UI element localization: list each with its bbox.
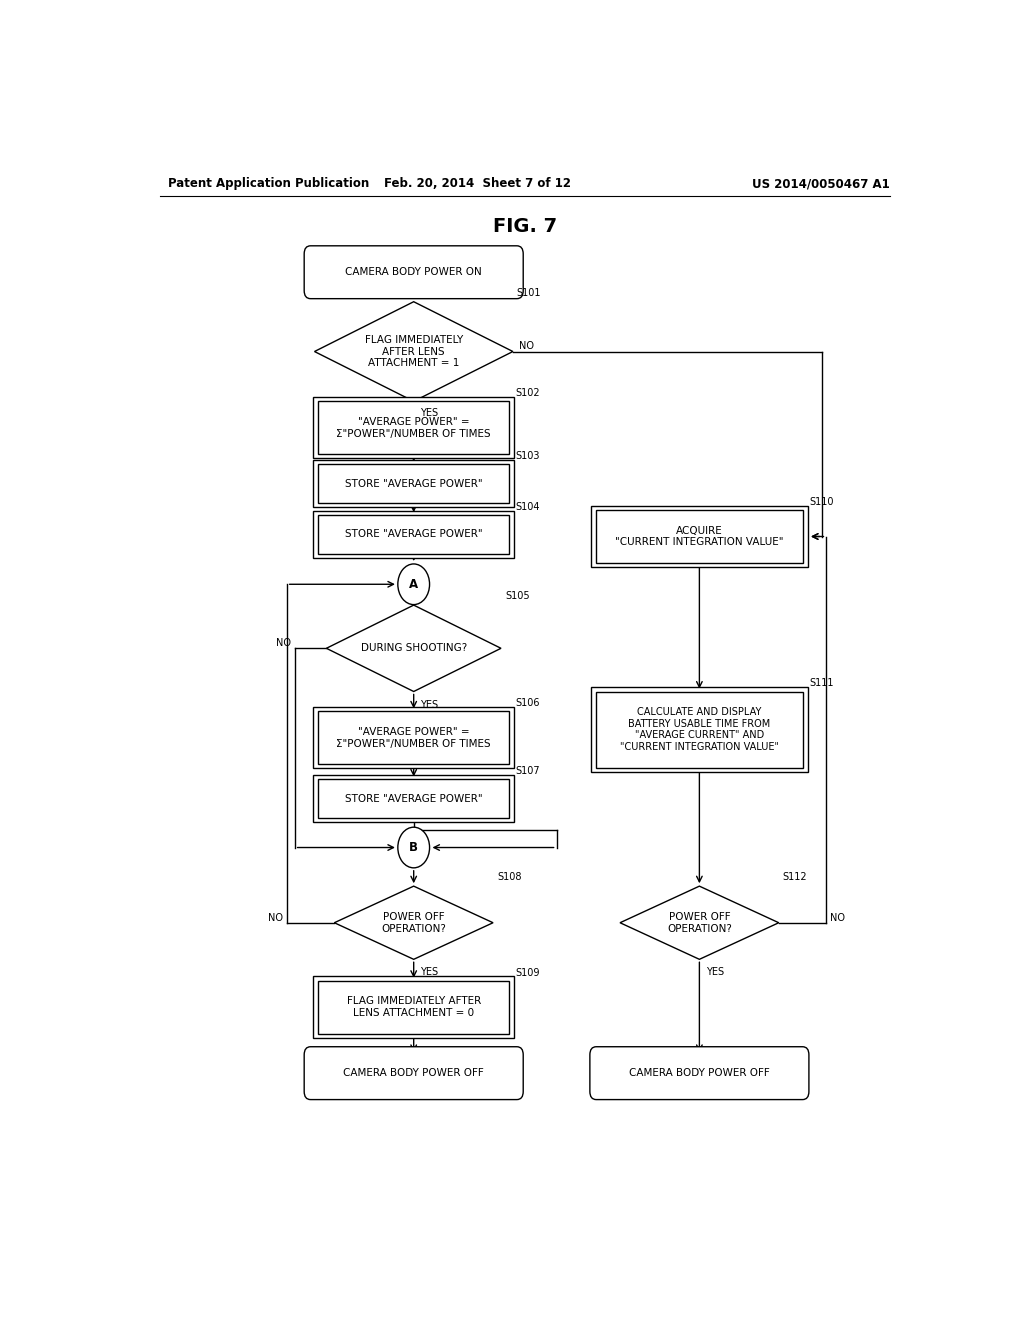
FancyBboxPatch shape [304, 1047, 523, 1100]
Text: POWER OFF
OPERATION?: POWER OFF OPERATION? [667, 912, 732, 933]
Polygon shape [314, 302, 513, 401]
Text: CAMERA BODY POWER OFF: CAMERA BODY POWER OFF [343, 1068, 484, 1078]
Text: Feb. 20, 2014  Sheet 7 of 12: Feb. 20, 2014 Sheet 7 of 12 [384, 177, 570, 190]
Text: Patent Application Publication: Patent Application Publication [168, 177, 369, 190]
Bar [313, 775, 514, 822]
Bar [318, 515, 509, 554]
Text: YES: YES [420, 968, 438, 977]
Text: NO: NO [829, 912, 845, 923]
FancyBboxPatch shape [590, 1047, 809, 1100]
Circle shape [397, 828, 430, 867]
FancyBboxPatch shape [304, 246, 523, 298]
Text: US 2014/0050467 A1: US 2014/0050467 A1 [752, 177, 890, 190]
Text: "AVERAGE POWER" =
Σ"POWER"/NUMBER OF TIMES: "AVERAGE POWER" = Σ"POWER"/NUMBER OF TIM… [336, 417, 492, 438]
Text: S106: S106 [515, 698, 540, 709]
Polygon shape [327, 605, 501, 692]
Circle shape [397, 564, 430, 605]
Bar [596, 510, 803, 562]
Bar [596, 692, 803, 768]
Bar [318, 465, 509, 503]
Text: S109: S109 [515, 968, 540, 978]
Text: CALCULATE AND DISPLAY
BATTERY USABLE TIME FROM
"AVERAGE CURRENT" AND
"CURRENT IN: CALCULATE AND DISPLAY BATTERY USABLE TIM… [620, 708, 779, 752]
Bar [318, 711, 509, 764]
Text: NO: NO [267, 912, 283, 923]
Text: YES: YES [420, 700, 438, 710]
Text: FIG. 7: FIG. 7 [493, 216, 557, 236]
Bar [313, 397, 514, 458]
Text: ACQUIRE
"CURRENT INTEGRATION VALUE": ACQUIRE "CURRENT INTEGRATION VALUE" [615, 525, 783, 548]
Text: A: A [410, 578, 418, 591]
Bar [318, 401, 509, 454]
Bar [318, 981, 509, 1034]
Text: FLAG IMMEDIATELY AFTER
LENS ATTACHMENT = 0: FLAG IMMEDIATELY AFTER LENS ATTACHMENT =… [346, 997, 481, 1018]
Text: CAMERA BODY POWER ON: CAMERA BODY POWER ON [345, 267, 482, 277]
Bar [318, 779, 509, 818]
Text: POWER OFF
OPERATION?: POWER OFF OPERATION? [381, 912, 446, 933]
Text: STORE "AVERAGE POWER": STORE "AVERAGE POWER" [345, 793, 482, 804]
Text: NO: NO [519, 342, 535, 351]
Bar [313, 461, 514, 507]
Polygon shape [334, 886, 494, 960]
Text: S108: S108 [497, 873, 521, 882]
Text: S103: S103 [515, 451, 540, 461]
Text: NO: NO [275, 639, 291, 648]
Text: S105: S105 [505, 591, 529, 601]
Bar [313, 977, 514, 1038]
Bar [591, 688, 808, 772]
Text: CAMERA BODY POWER OFF: CAMERA BODY POWER OFF [629, 1068, 770, 1078]
Bar [591, 506, 808, 568]
Text: S111: S111 [809, 678, 834, 689]
Polygon shape [620, 886, 778, 960]
Text: YES: YES [420, 408, 438, 418]
Text: B: B [410, 841, 418, 854]
Text: STORE "AVERAGE POWER": STORE "AVERAGE POWER" [345, 479, 482, 488]
Bar [313, 511, 514, 558]
Text: FLAG IMMEDIATELY
AFTER LENS
ATTACHMENT = 1: FLAG IMMEDIATELY AFTER LENS ATTACHMENT =… [365, 335, 463, 368]
Text: S101: S101 [517, 288, 542, 297]
Text: S104: S104 [515, 502, 540, 512]
Text: YES: YES [706, 968, 724, 977]
Bar [313, 708, 514, 768]
Text: S107: S107 [515, 767, 540, 776]
Text: S102: S102 [515, 388, 540, 399]
Text: S110: S110 [809, 498, 834, 507]
Text: "AVERAGE POWER" =
Σ"POWER"/NUMBER OF TIMES: "AVERAGE POWER" = Σ"POWER"/NUMBER OF TIM… [336, 727, 492, 748]
Text: DURING SHOOTING?: DURING SHOOTING? [360, 643, 467, 653]
Text: S112: S112 [782, 873, 807, 882]
Text: STORE "AVERAGE POWER": STORE "AVERAGE POWER" [345, 529, 482, 540]
